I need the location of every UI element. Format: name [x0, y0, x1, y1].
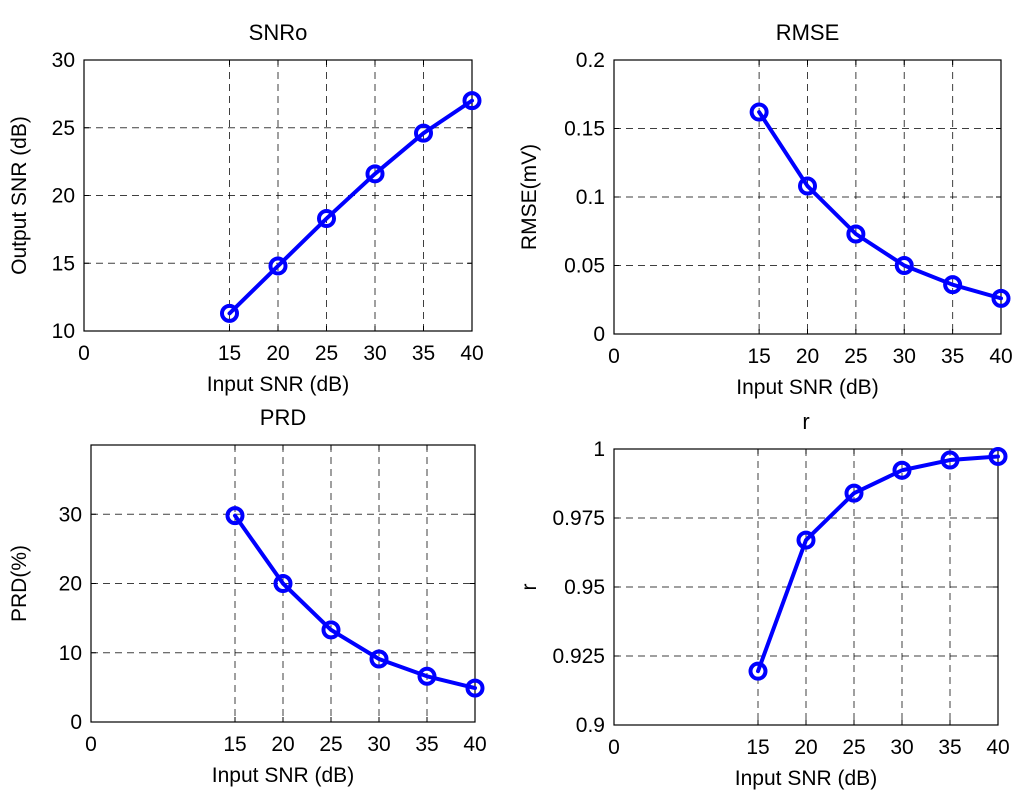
x-tick-label: 15: [747, 345, 770, 368]
x-tick-label: 35: [941, 345, 964, 368]
data-point-marker: [940, 450, 960, 470]
data-point-marker: [465, 678, 485, 698]
y-tick-label: 1: [593, 438, 605, 461]
x-tick-label: 30: [363, 342, 386, 365]
data-point-marker: [943, 275, 963, 295]
chart-panel-rmse: 0 15 20 25 30 35 40 0 0.05 0.1 0.15 0.2 RMSE Input SN…: [518, 20, 1013, 399]
data-point-marker: [798, 176, 817, 196]
data-point-marker: [991, 288, 1011, 308]
x-tick-label: 30: [893, 345, 916, 368]
x-tick-label: 40: [460, 342, 483, 365]
chart-title-prd: PRD: [260, 405, 306, 430]
x-tick-label: 35: [938, 736, 961, 759]
x-tick-label: 40: [463, 733, 486, 756]
x-tick-label: 35: [412, 342, 435, 365]
chart-panel-r: 0 15 20 25 30 35 40 0.9 0.925 0.95 0.975 1 r Input SN…: [518, 409, 1010, 790]
x-tick-label: 15: [218, 342, 241, 365]
data-point-marker: [417, 666, 437, 686]
x-axis-label-r: Input SNR (dB): [735, 767, 877, 790]
data-point-marker: [846, 224, 866, 244]
x-tick-label: 30: [890, 736, 913, 759]
x-axis-label-rmse: Input SNR (dB): [736, 376, 878, 399]
x-tick-label: 35: [415, 733, 438, 756]
y-tick-label: 0.05: [564, 255, 605, 278]
x-tick-label: 20: [794, 736, 817, 759]
data-point-marker: [220, 303, 239, 323]
data-point-marker: [414, 123, 433, 143]
data-point-marker: [844, 483, 864, 503]
data-point-marker: [749, 102, 769, 122]
y-tick-label: 0.15: [564, 118, 605, 141]
data-point-marker: [894, 256, 914, 275]
data-point-marker: [273, 574, 293, 593]
y-tick-label: 10: [52, 320, 75, 343]
y-tick-label: 0.1: [576, 186, 605, 209]
x-tick-label: 25: [315, 342, 338, 365]
x-tick-label: 15: [746, 736, 769, 759]
y-tick-label: 0.975: [552, 507, 605, 530]
y-tick-label: 0: [593, 323, 605, 346]
y-axis-label-snro: Output SNR (dB): [8, 116, 31, 275]
y-tick-label: 30: [59, 503, 82, 526]
data-point-marker: [748, 661, 768, 681]
data-point-marker: [225, 506, 245, 526]
data-point-marker: [321, 620, 341, 640]
y-tick-label: 20: [59, 573, 82, 596]
chart-panel-snro: 0 15 20 25 30 35 40 10 15 20 25 30 SNRo Input SNR (dB…: [8, 20, 484, 396]
x-tick-label: 25: [842, 736, 865, 759]
y-tick-label: 15: [52, 252, 75, 275]
x-tick-label: 0: [78, 342, 90, 365]
y-tick-label: 20: [52, 185, 75, 208]
x-tick-label: 25: [319, 733, 342, 756]
y-tick-label: 0.925: [552, 645, 605, 668]
y-tick-label: 0.9: [576, 714, 605, 737]
y-tick-label: 30: [52, 49, 75, 72]
x-tick-label: 0: [608, 345, 620, 368]
y-tick-label: 0.2: [576, 49, 605, 72]
y-axis-label-r: r: [518, 584, 541, 591]
x-tick-label: 30: [367, 733, 390, 756]
x-tick-label: 20: [271, 733, 294, 756]
y-axis-label-prd: PRD(%): [8, 545, 31, 622]
chart-panel-prd: 0 15 20 25 30 35 40 0 10 20 30 PRD Input SNR (dB) PRD…: [8, 405, 487, 787]
x-tick-label: 40: [986, 736, 1009, 759]
x-tick-label: 40: [989, 345, 1012, 368]
x-tick-label: 20: [796, 345, 819, 368]
data-point-marker: [988, 446, 1008, 466]
data-point-marker: [268, 256, 288, 276]
data-point-marker: [796, 530, 816, 550]
x-tick-label: 0: [608, 736, 620, 759]
data-point-marker: [892, 460, 912, 480]
chart-title-rmse: RMSE: [776, 20, 840, 45]
x-tick-label: 15: [223, 733, 246, 756]
data-point-marker: [369, 649, 389, 669]
data-point-marker: [365, 164, 385, 184]
x-axis-label-prd: Input SNR (dB): [212, 764, 354, 787]
x-tick-label: 25: [844, 345, 867, 368]
y-tick-label: 0: [70, 711, 82, 734]
y-tick-label: 0.95: [564, 576, 605, 599]
y-tick-label: 25: [52, 117, 75, 140]
data-point-marker: [317, 209, 336, 229]
y-axis-label-rmse: RMSE(mV): [518, 144, 541, 250]
data-point-marker: [462, 91, 482, 111]
x-axis-label-snro: Input SNR (dB): [207, 373, 349, 396]
chart-title-snro: SNRo: [249, 20, 308, 45]
chart-title-r: r: [802, 409, 809, 434]
x-tick-label: 0: [85, 733, 97, 756]
x-tick-label: 20: [266, 342, 289, 365]
y-tick-label: 10: [59, 642, 82, 665]
series-line-snro: [227, 98, 474, 316]
